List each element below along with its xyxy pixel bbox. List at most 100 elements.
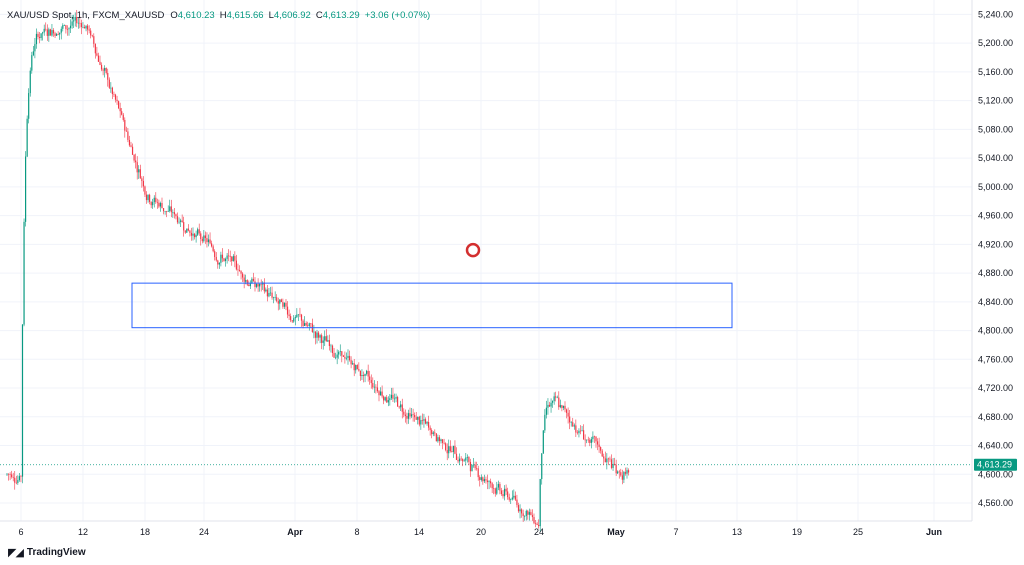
candle-body: [558, 397, 560, 408]
candle-body: [65, 25, 67, 30]
symbol-legend[interactable]: XAU/USD Spot, 1h, FXCM_XAUUSD O 4,610.23 …: [7, 10, 431, 21]
candle-body: [277, 301, 279, 304]
candle-body: [596, 441, 599, 445]
candle-body: [14, 477, 16, 483]
candle-body: [514, 495, 516, 500]
candle-body: [486, 480, 489, 483]
candle-body: [173, 212, 175, 215]
candle-body: [621, 475, 623, 480]
candle-body: [113, 94, 115, 95]
candle-body: [626, 470, 628, 474]
candle-body: [533, 517, 535, 524]
candle-body: [460, 458, 462, 460]
candle-body: [534, 523, 537, 524]
candle-body: [485, 479, 487, 481]
candle-body: [384, 397, 386, 401]
time-tick-label: 6: [18, 527, 23, 537]
plot-area[interactable]: [0, 0, 972, 521]
high-marker-circle[interactable]: [465, 242, 481, 258]
candle-body: [249, 282, 251, 287]
candle-body: [169, 206, 171, 211]
candle-body: [610, 459, 613, 468]
candle-body: [542, 430, 544, 454]
candle-body: [387, 400, 389, 403]
candle-body: [500, 490, 503, 495]
candle-body: [73, 20, 75, 22]
candle-body: [556, 397, 558, 399]
candle-body: [297, 314, 299, 316]
candle-body: [255, 284, 258, 287]
candle-body: [69, 25, 72, 29]
candle-body: [410, 414, 413, 417]
candle-body: [362, 374, 365, 376]
price-axis[interactable]: 5,240.00 5,200.00 5,160.00 5,120.00 5,080.00…: [978, 9, 1013, 508]
candle-body: [100, 64, 103, 70]
candle-body: [167, 210, 169, 212]
candle-body: [406, 415, 408, 419]
candle-body: [195, 234, 197, 238]
candle-body: [162, 208, 165, 212]
candle-body: [437, 437, 439, 442]
candle-body: [397, 397, 399, 407]
candle-body: [530, 512, 532, 516]
candle-body: [254, 281, 256, 287]
candle-body: [164, 211, 166, 212]
candle-body: [321, 335, 323, 343]
last-price-tag: 4,613.29: [974, 458, 1017, 471]
candle-body: [83, 26, 86, 29]
candle-body: [102, 69, 104, 71]
candle-body: [34, 44, 36, 52]
candle-body: [604, 458, 606, 463]
candle-body: [375, 386, 377, 388]
candle-body: [166, 211, 168, 212]
candle-body: [324, 336, 326, 341]
candle-body: [212, 246, 214, 252]
candle-body: [248, 284, 250, 287]
candle-body: [369, 376, 371, 380]
candle-body: [570, 422, 572, 423]
candle-body: [32, 51, 34, 56]
candle-body: [581, 430, 583, 431]
candle-body: [536, 523, 538, 526]
candle-body: [245, 280, 247, 282]
price-tick-label: 4,760.00: [978, 354, 1013, 364]
candle-body: [538, 525, 540, 527]
time-tick-label: 25: [853, 527, 863, 537]
time-axis[interactable]: 6 12 18 24 Apr 8 14 20 24 May 7 13 19 25 Jun: [18, 527, 942, 537]
candle-body: [62, 25, 64, 29]
tradingview-brand[interactable]: ◤◢ TradingView: [8, 546, 86, 559]
candle-body: [156, 202, 158, 203]
candle-body: [90, 30, 92, 36]
candle-body: [441, 439, 444, 443]
open-value: 4,610.23: [177, 10, 215, 21]
candle-body: [63, 25, 65, 26]
candle-body: [459, 458, 461, 462]
candle-body: [347, 355, 349, 358]
candle-body: [280, 299, 282, 303]
candle-body: [468, 456, 470, 462]
candle-body: [305, 323, 307, 326]
candle-body: [330, 345, 332, 347]
candle-body: [562, 405, 565, 408]
candle-body: [29, 70, 31, 94]
candle-body: [370, 379, 372, 384]
candle-body: [389, 398, 391, 401]
resistance-zone-rectangle[interactable]: [131, 282, 733, 329]
candle-body: [403, 411, 405, 415]
candle-body: [559, 405, 561, 408]
candle-body: [192, 233, 194, 236]
candle-body: [339, 351, 341, 353]
candle-body: [265, 289, 267, 292]
chart-grid: [0, 0, 972, 521]
candle-body: [52, 30, 55, 34]
price-tick-label: 4,640.00: [978, 441, 1013, 451]
candle-body: [573, 425, 575, 427]
candle-body: [176, 216, 179, 223]
price-tick-label: 4,960.00: [978, 211, 1013, 221]
candle-body: [431, 430, 433, 435]
candle-body: [511, 497, 513, 500]
candle-body: [155, 197, 157, 203]
candle-body: [108, 79, 110, 88]
candle-body: [43, 28, 45, 33]
